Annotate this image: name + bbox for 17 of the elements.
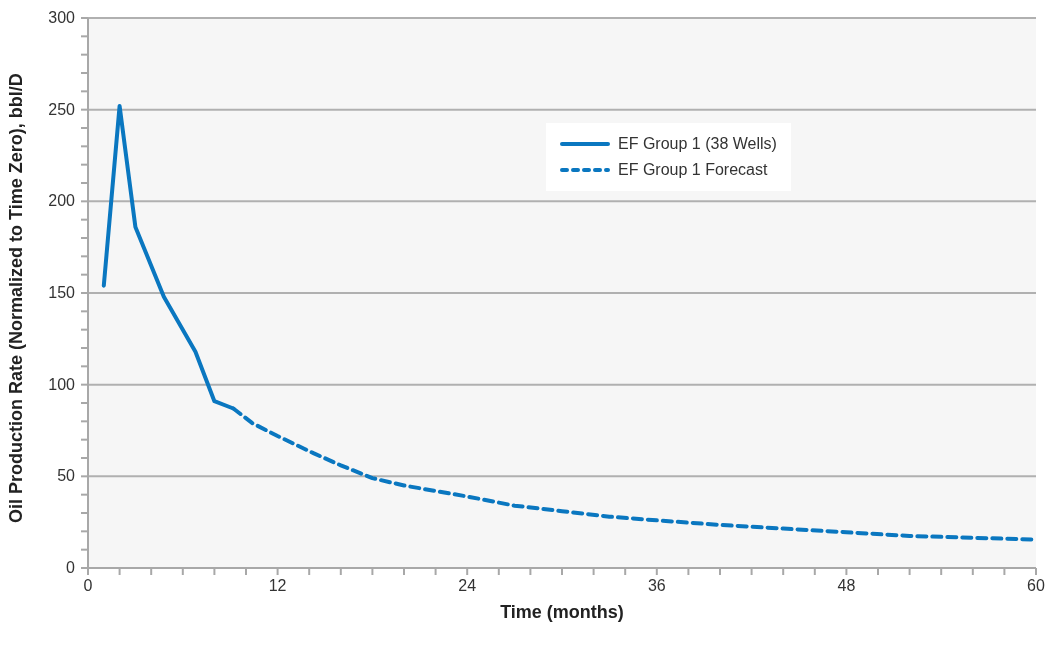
- x-tick-label: 60: [1027, 577, 1045, 594]
- y-tick-label: 100: [48, 375, 76, 393]
- y-tick-label: 50: [57, 467, 76, 485]
- x-tick-label: 48: [837, 577, 856, 594]
- x-tick-label: 12: [268, 577, 287, 594]
- x-tick-label: 36: [647, 577, 666, 594]
- x-axis-title: Time (months): [500, 602, 624, 622]
- legend-label: EF Group 1 Forecast: [618, 160, 768, 180]
- y-axis-title: Oil Production Rate (Normalized to Time Zero), bbl/D: [6, 73, 27, 523]
- x-tick-label: 0: [83, 577, 93, 594]
- y-tick-label: 200: [48, 192, 76, 210]
- y-tick-label: 150: [48, 284, 76, 301]
- x-tick-label: 24: [458, 577, 477, 594]
- y-tick-label: 300: [48, 9, 76, 26]
- y-tick-label: 250: [48, 100, 76, 118]
- y-tick-label: 0: [66, 559, 76, 576]
- legend-label: EF Group 1 (38 Wells): [618, 134, 777, 154]
